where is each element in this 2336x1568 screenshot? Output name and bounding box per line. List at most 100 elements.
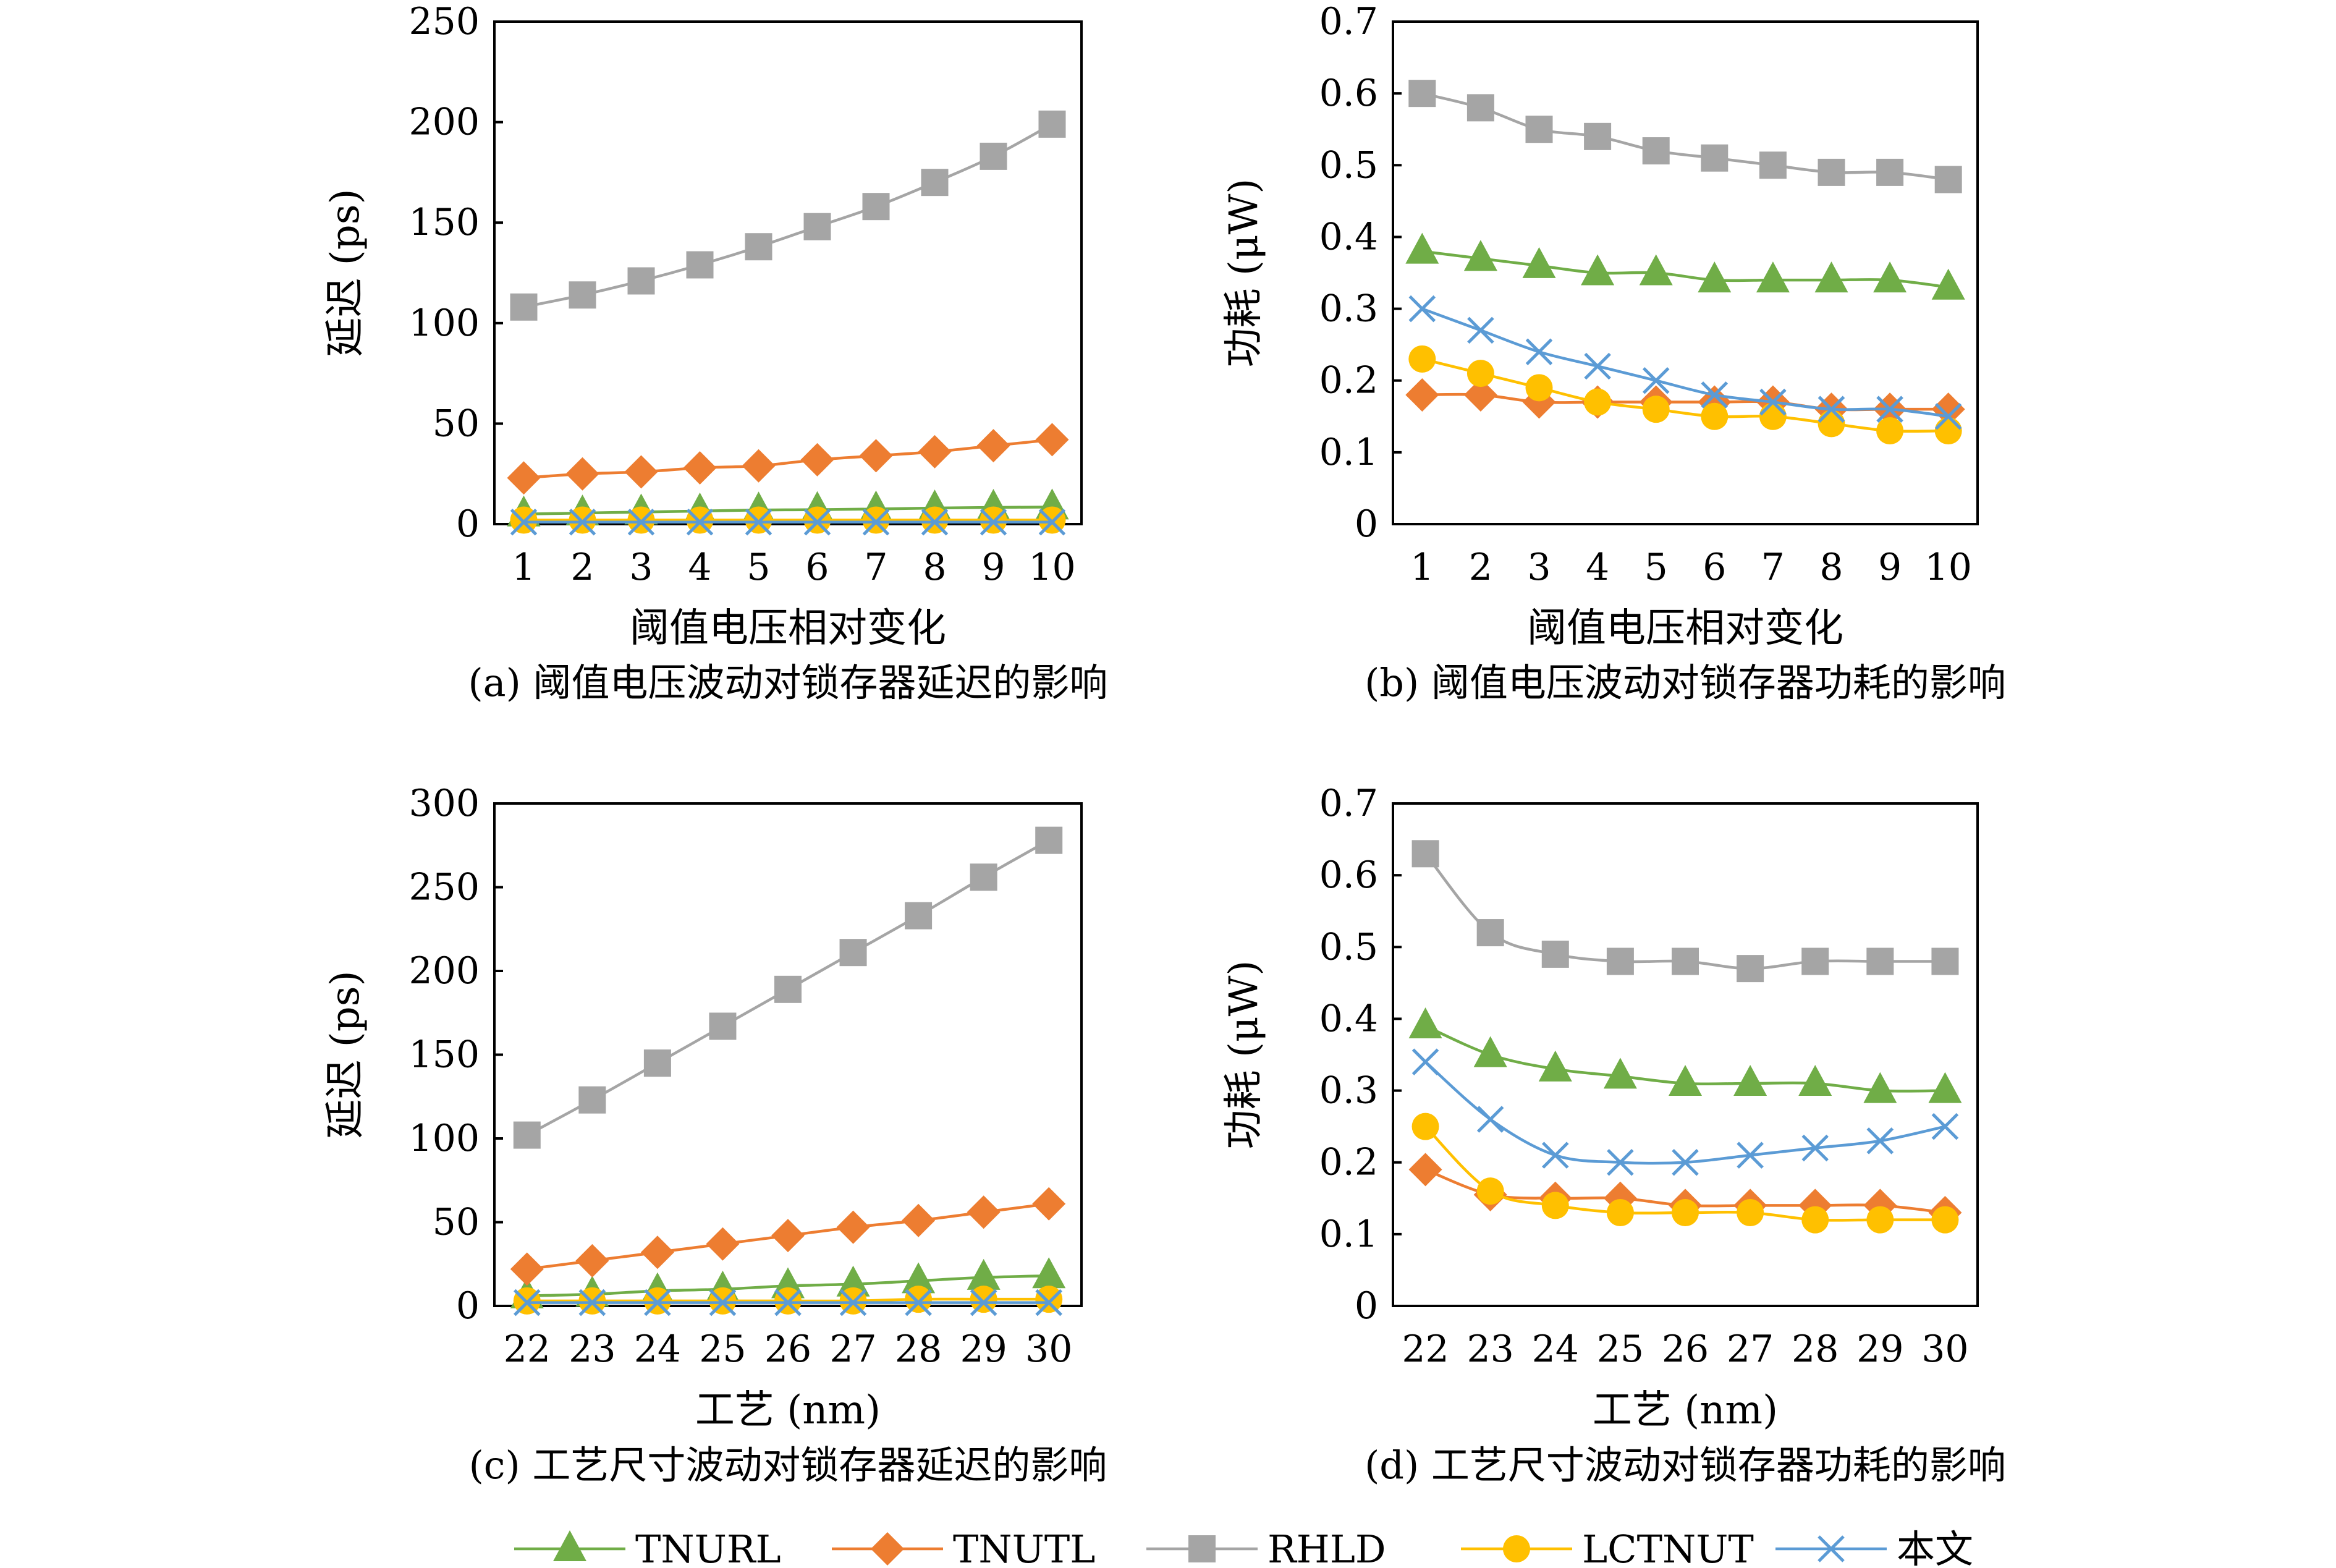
data-point-rhld	[1934, 166, 1962, 193]
series-rhld	[513, 826, 1063, 1149]
data-point-tnurl	[1863, 1072, 1897, 1103]
data-point-tnurl	[1473, 1036, 1507, 1067]
data-point-tnutl	[836, 1210, 870, 1244]
y-tick-label: 100	[408, 302, 480, 345]
series-benwen	[510, 508, 1066, 536]
data-point-rhld	[1035, 826, 1063, 854]
legend-label: TNUTL	[953, 1527, 1095, 1568]
panel-caption: (b) 阈值电压波动对锁存器功耗的影响	[1365, 660, 2006, 705]
data-point-rhld	[1642, 137, 1670, 165]
data-point-tnutl	[1032, 1187, 1066, 1221]
data-point-tnurl	[1405, 232, 1439, 264]
data-point-tnutl	[640, 1235, 674, 1269]
data-point-rhld	[1931, 947, 1959, 975]
data-point-benwen	[709, 1289, 737, 1316]
x-axis-label: 工艺 (nm)	[695, 1388, 881, 1433]
y-tick-label: 250	[408, 866, 480, 909]
x-tick-label: 26	[764, 1328, 811, 1371]
data-point-lctnut	[1759, 402, 1787, 430]
data-point-tnutl	[1035, 423, 1069, 457]
data-point-tnurl	[1581, 254, 1615, 286]
data-point-rhld	[1466, 94, 1494, 122]
series-benwen	[514, 1289, 1062, 1316]
data-point-tnurl	[1032, 1257, 1066, 1289]
data-point-benwen	[1672, 1148, 1699, 1176]
data-point-lctnut	[1866, 1206, 1894, 1234]
x-axis-label: 阈值电压相对变化	[1527, 606, 1843, 651]
data-point-rhld	[1525, 116, 1553, 143]
y-tick-label: 0.7	[1319, 0, 1378, 43]
data-point-tnutl	[918, 434, 952, 468]
data-point-benwen	[1759, 388, 1787, 416]
x-tick-label: 22	[1402, 1328, 1449, 1371]
data-point-tnutl	[742, 449, 776, 483]
data-point-lctnut	[970, 1286, 997, 1313]
legend-label: 本文	[1897, 1527, 1973, 1568]
legend-marker-tnutl	[871, 1532, 904, 1566]
x-tick-label: 9	[1878, 546, 1902, 589]
data-point-tnurl	[1814, 261, 1848, 293]
y-tick-label: 0.3	[1319, 1069, 1378, 1112]
x-tick-label: 6	[1703, 546, 1726, 589]
y-tick-label: 200	[408, 101, 480, 144]
data-point-lctnut	[1541, 1192, 1569, 1219]
y-tick-label: 0.6	[1319, 72, 1378, 115]
legend-label: LCTNUT	[1582, 1527, 1754, 1568]
data-point-benwen	[921, 508, 949, 536]
x-tick-label: 7	[864, 546, 887, 589]
data-point-rhld	[1876, 158, 1904, 186]
x-tick-label: 26	[1662, 1328, 1709, 1371]
data-point-tnutl	[575, 1244, 609, 1278]
series-rhld	[510, 110, 1066, 321]
data-point-lctnut	[1876, 417, 1904, 445]
data-point-benwen	[1866, 1127, 1894, 1155]
x-tick-label: 1	[512, 546, 535, 589]
plot-frame	[493, 20, 1083, 525]
series-tnurl	[1408, 1007, 1962, 1103]
data-point-rhld	[803, 213, 831, 240]
legend-marker-benwen	[1818, 1535, 1845, 1562]
x-tick-label: 5	[747, 546, 770, 589]
data-point-tnutl	[1931, 392, 1965, 426]
data-point-tnutl	[967, 1195, 1001, 1229]
data-point-benwen	[980, 508, 1007, 536]
data-point-tnutl	[771, 1219, 805, 1253]
data-point-tnurl	[1603, 1057, 1637, 1089]
y-axis-label: 延迟 (ps)	[323, 189, 368, 357]
data-point-tnutl	[1408, 1153, 1442, 1187]
data-point-benwen	[627, 508, 655, 536]
data-point-benwen	[1035, 1289, 1062, 1316]
data-point-tnurl	[1931, 268, 1965, 300]
data-point-benwen	[905, 1289, 932, 1316]
series-benwen	[1408, 295, 1962, 430]
data-point-lctnut	[1801, 1206, 1829, 1234]
x-tick-label: 8	[1819, 546, 1843, 589]
data-point-tnurl	[902, 1262, 936, 1294]
data-point-tnurl	[1798, 1064, 1832, 1096]
plot-frame	[1392, 802, 1979, 1307]
series-lctnut	[1411, 1112, 1959, 1234]
data-point-tnutl	[1463, 378, 1497, 412]
x-tick-label: 23	[569, 1328, 616, 1371]
data-point-rhld	[643, 1049, 671, 1077]
legend-marker-tnurl	[553, 1530, 586, 1561]
data-point-rhld	[980, 142, 1007, 170]
x-tick-label: 4	[1586, 546, 1609, 589]
data-point-rhld	[1866, 947, 1894, 975]
y-tick-label: 0.2	[1319, 359, 1378, 402]
legend-item-rhld: RHLD	[1146, 1527, 1386, 1568]
data-point-tnutl	[565, 457, 599, 491]
plot-frame	[1392, 20, 1979, 525]
data-point-rhld	[1541, 940, 1569, 968]
series-line-tnurl	[1422, 250, 1949, 289]
data-point-rhld	[1672, 947, 1699, 975]
x-tick-label: 29	[1856, 1328, 1903, 1371]
y-tick-label: 50	[433, 402, 480, 445]
data-point-rhld	[1801, 947, 1829, 975]
x-tick-label: 4	[688, 546, 711, 589]
data-point-rhld	[1476, 919, 1504, 947]
data-point-rhld	[1737, 955, 1764, 983]
series-benwen	[1411, 1048, 1959, 1176]
x-tick-label: 25	[1597, 1328, 1644, 1371]
